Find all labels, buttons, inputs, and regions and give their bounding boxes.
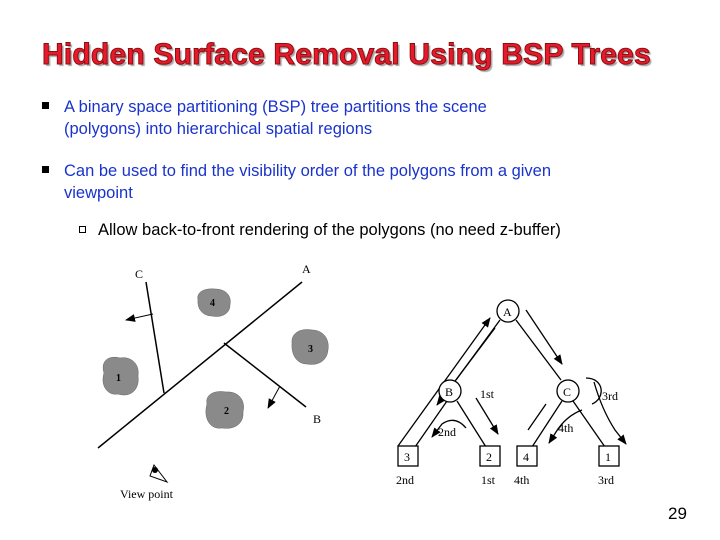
traversal-arrow-1st <box>475 397 499 435</box>
leaf-3-order-label: 2nd <box>396 473 414 487</box>
plane-b-normal-arrow <box>267 385 281 409</box>
bullet-1-line-2: (polygons) into hierarchical spatial reg… <box>64 119 373 138</box>
tree-leaf-4 <box>516 445 538 467</box>
polygon-3 <box>291 329 329 365</box>
polygon-1 <box>102 357 139 396</box>
viewpoint-eye-icon <box>152 467 158 473</box>
tree-node-b <box>438 379 462 403</box>
plane-a-label: A <box>302 262 311 276</box>
tree-node-b-label: B <box>445 385 453 399</box>
leaf-4-order-label: 4th <box>514 473 529 487</box>
edge-b-3 <box>414 400 448 448</box>
slide-title: Hidden Surface Removal Using BSP Trees <box>42 38 652 72</box>
traversal-arrow-a-to-c <box>525 309 563 365</box>
bullet-1-line-1: A binary space partitioning (BSP) tree p… <box>64 98 487 116</box>
plane-b-line <box>223 342 307 408</box>
bullet-marker <box>42 166 49 173</box>
tree-leaf-1 <box>598 445 620 467</box>
order-label-4th: 4th <box>558 421 573 435</box>
viewpoint-icon <box>149 463 169 484</box>
polygon-2 <box>205 391 244 429</box>
traversal-arrow-2nd <box>431 419 467 438</box>
tree-node-a <box>496 299 520 323</box>
tree-leaf-3-label: 3 <box>404 450 410 464</box>
order-label-3rd: 3rd <box>602 389 618 403</box>
plane-b-label: B <box>313 412 321 426</box>
traversal-line-c-left <box>527 403 547 431</box>
viewpoint-label: View point <box>120 487 174 501</box>
polygon-3-label: 3 <box>308 344 313 355</box>
order-label-1st: 1st <box>480 387 495 401</box>
polygon-4-label: 4 <box>210 298 215 309</box>
plane-c-line <box>145 281 165 394</box>
edge-c-4 <box>531 400 563 448</box>
bullet-1: A binary space partitioning (BSP) tree p… <box>64 97 684 140</box>
plane-c-normal-arrow <box>125 313 154 322</box>
tree-node-a-label: A <box>503 305 512 319</box>
tree-leaf-3 <box>397 445 419 467</box>
order-label-2nd: 2nd <box>438 425 456 439</box>
edge-a-c <box>515 319 562 381</box>
polygon-4 <box>197 288 231 317</box>
edge-b-2 <box>456 400 487 448</box>
traversal-arrow-3rd <box>593 381 627 445</box>
bullet-2-line-2: viewpoint <box>64 183 133 202</box>
traversal-arrow-4th <box>548 409 583 444</box>
bullet-2-line-1: Can be used to find the visibility order… <box>64 162 552 180</box>
bullet-2: Can be used to find the visibility order… <box>64 161 684 204</box>
sub-bullet-marker <box>79 226 86 233</box>
tree-node-c-label: C <box>563 385 571 399</box>
traversal-curve-c <box>585 377 602 405</box>
tree-leaf-2-label: 2 <box>486 450 492 464</box>
sub-bullet-1: Allow back-to-front rendering of the pol… <box>98 221 561 239</box>
page-number: 29 <box>668 504 687 523</box>
bullet-marker <box>42 102 49 109</box>
tree-leaf-4-label: 4 <box>523 450 529 464</box>
leaf-2-order-label: 1st <box>481 473 496 487</box>
leaf-1-order-label: 3rd <box>598 473 614 487</box>
polygon-2-label: 2 <box>224 406 229 417</box>
tree-leaf-2 <box>479 445 501 467</box>
plane-a-line <box>97 281 303 449</box>
plane-c-label: C <box>135 267 143 281</box>
tree-leaf-1-label: 1 <box>605 450 611 464</box>
tree-node-c <box>556 379 580 403</box>
edge-c-1 <box>572 400 606 448</box>
polygon-1-label: 1 <box>116 373 121 384</box>
